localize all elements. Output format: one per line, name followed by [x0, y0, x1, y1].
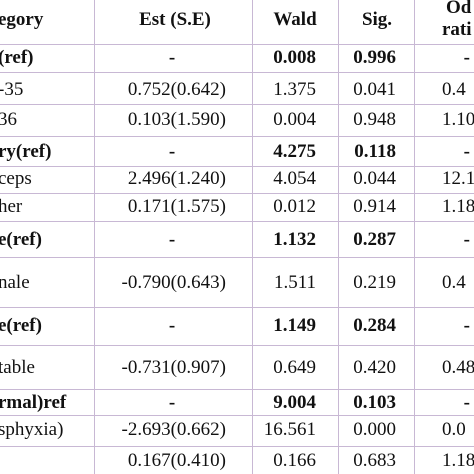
- cell-sig: 0.948: [353, 109, 396, 130]
- cell-category: sphyxia): [0, 419, 64, 440]
- cell-wald: 0.012: [273, 196, 316, 217]
- cell-wald: 1.132: [273, 229, 316, 250]
- cell-category: table: [0, 357, 35, 378]
- cell-est: 0.752(0.642): [127, 79, 226, 100]
- cell-sig: 0.044: [353, 168, 396, 189]
- cell-wald: 0.004: [273, 109, 316, 130]
- cell-wald: 1.149: [273, 315, 316, 336]
- cell-odds: 0.48: [442, 357, 474, 378]
- cell-est: -2.693(0.662): [121, 419, 226, 440]
- cell-wald: 0.008: [273, 47, 316, 68]
- cell-sig: 0.284: [353, 315, 396, 336]
- cell-wald: 9.004: [273, 392, 316, 413]
- cell-est: 0.103(1.590): [127, 109, 226, 130]
- row-divider: [0, 193, 474, 194]
- row-divider: [0, 389, 474, 390]
- cell-wald: 1.511: [273, 272, 316, 293]
- cell-sig: 0.118: [354, 141, 396, 162]
- column-divider: [338, 0, 339, 474]
- cell-category: her: [0, 196, 23, 217]
- row-divider: [0, 307, 474, 308]
- cell-wald: 16.561: [263, 419, 316, 440]
- header-category: egory: [0, 9, 44, 30]
- cell-odds: -: [463, 47, 470, 68]
- row-divider: [0, 166, 474, 167]
- cell-odds: 0.0: [442, 419, 466, 440]
- cell-sig: 0.683: [353, 450, 396, 471]
- row-divider: [0, 257, 474, 258]
- cell-wald: 0.166: [273, 450, 316, 471]
- cell-odds: 1.10: [442, 109, 474, 130]
- cell-sig: 0.914: [353, 196, 396, 217]
- cell-est: -0.731(0.907): [121, 357, 226, 378]
- cell-est: 0.167(0.410): [127, 450, 226, 471]
- cell-sig: 0.000: [353, 419, 396, 440]
- cell-odds: 12.1: [442, 168, 474, 189]
- header-wald: Wald: [273, 9, 317, 30]
- cell-est: 2.496(1.240): [127, 168, 226, 189]
- cell-category: (ref): [0, 47, 34, 68]
- cell-est: -0.790(0.643): [121, 272, 226, 293]
- cell-odds: 0.4: [442, 79, 466, 100]
- cell-est: -: [168, 141, 176, 162]
- cell-odds: -: [463, 229, 470, 250]
- cell-odds: 0.4: [442, 272, 466, 293]
- cell-sig: 0.287: [353, 229, 396, 250]
- cell-category: ceps: [0, 168, 32, 189]
- column-divider: [252, 0, 253, 474]
- row-divider: [0, 446, 474, 447]
- header-est: Est (S.E): [139, 9, 211, 30]
- header-odds-line2: rati: [442, 19, 472, 40]
- cell-wald: 0.649: [273, 357, 316, 378]
- cell-odds: -: [463, 315, 470, 336]
- cell-wald: 1.375: [273, 79, 316, 100]
- row-divider: [0, 221, 474, 222]
- cell-category: -35: [0, 79, 24, 100]
- row-divider: [0, 104, 474, 105]
- cell-sig: 0.420: [353, 357, 396, 378]
- row-divider: [0, 136, 474, 137]
- row-divider: [0, 345, 474, 346]
- header-sig: Sig.: [361, 9, 393, 30]
- cell-wald: 4.275: [273, 141, 316, 162]
- cell-category: ry(ref): [0, 141, 52, 162]
- header-odds-line1: Od: [446, 0, 472, 18]
- row-divider: [0, 44, 474, 45]
- column-divider: [414, 0, 415, 474]
- cell-wald: 4.054: [273, 168, 316, 189]
- cell-odds: -: [463, 392, 470, 413]
- column-divider: [94, 0, 95, 474]
- cell-est: -: [168, 47, 176, 68]
- cell-odds: 1.18: [442, 450, 474, 471]
- cell-est: 0.171(1.575): [127, 196, 226, 217]
- cell-est: -: [168, 229, 176, 250]
- cell-odds: 1.18: [442, 196, 474, 217]
- row-divider: [0, 72, 474, 73]
- cell-category: e(ref): [0, 315, 42, 336]
- cell-sig: 0.103: [353, 392, 396, 413]
- cell-sig: 0.041: [353, 79, 396, 100]
- cell-est: -: [168, 392, 176, 413]
- cell-sig: 0.219: [353, 272, 396, 293]
- row-divider: [0, 415, 474, 416]
- cell-odds: -: [463, 141, 470, 162]
- cell-sig: 0.996: [353, 47, 396, 68]
- cell-category: nale: [0, 272, 30, 293]
- cell-category: rmal)ref: [0, 392, 67, 413]
- cell-category: 36: [0, 109, 17, 130]
- cell-est: -: [168, 315, 176, 336]
- cell-category: e(ref): [0, 229, 42, 250]
